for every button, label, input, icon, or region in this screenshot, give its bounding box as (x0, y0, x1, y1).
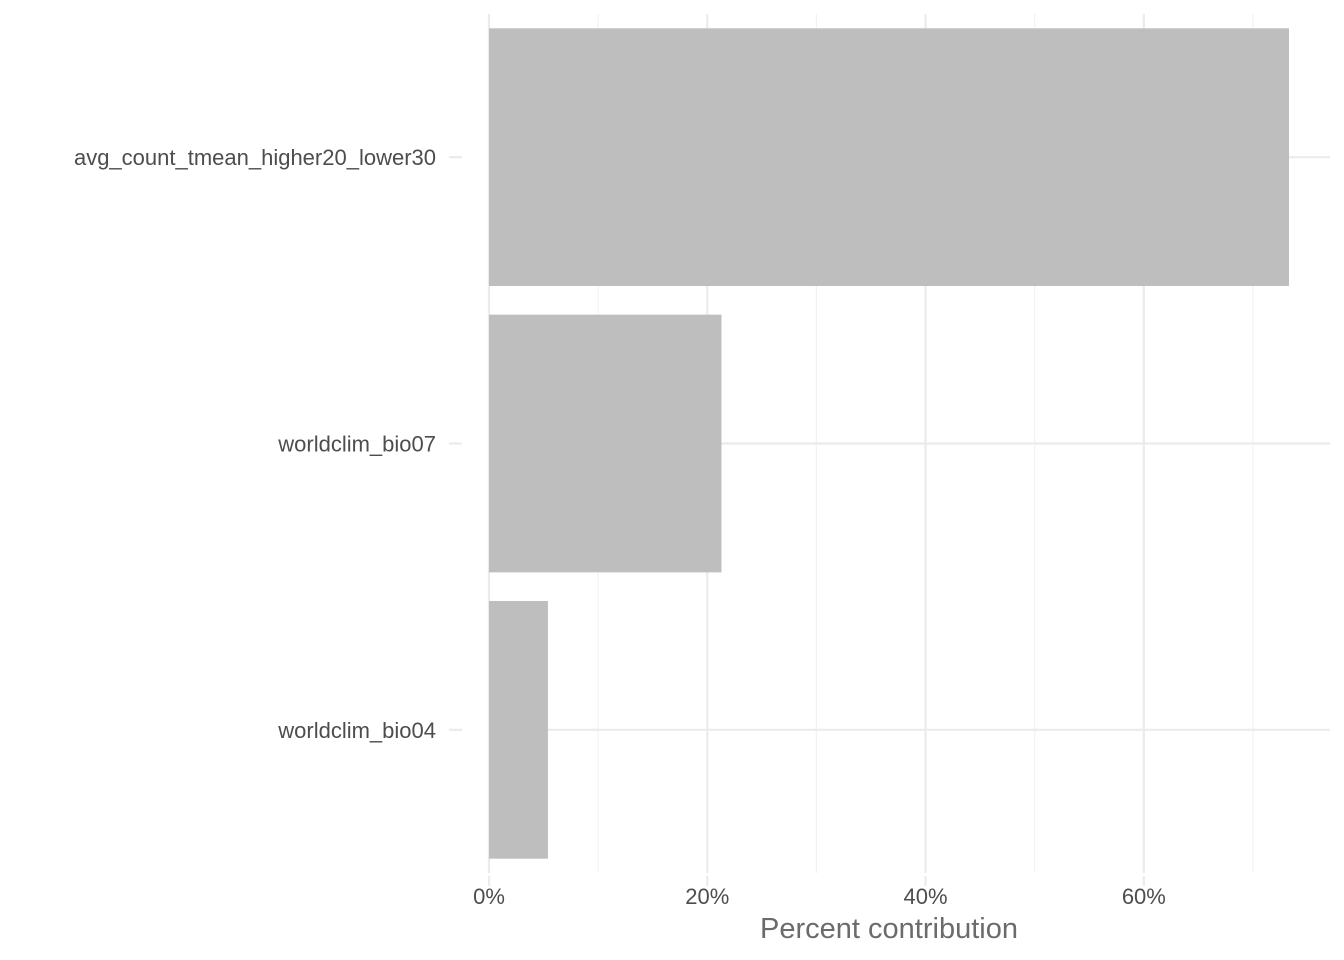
x-axis-title: Percent contribution (760, 913, 1018, 945)
x-tick-label: 40% (904, 884, 948, 909)
bar-worldclim_bio07 (489, 314, 722, 573)
bar-layer (489, 28, 1289, 859)
x-tick-label: 0% (473, 884, 505, 909)
y-tick-label: avg_count_tmean_higher20_lower30 (74, 145, 436, 170)
y-tick-label: worldclim_bio04 (277, 718, 436, 743)
x-tick-label: 20% (685, 884, 729, 909)
tick-layer (449, 156, 1145, 886)
bar-avg_count_tmean_higher20_lower30 (489, 28, 1289, 287)
bar-worldclim_bio04 (489, 600, 548, 859)
y-tick-label: worldclim_bio07 (277, 432, 436, 457)
x-tick-label: 60% (1122, 884, 1166, 909)
label-layer: avg_count_tmean_higher20_lower30 worldcli… (74, 145, 1166, 909)
